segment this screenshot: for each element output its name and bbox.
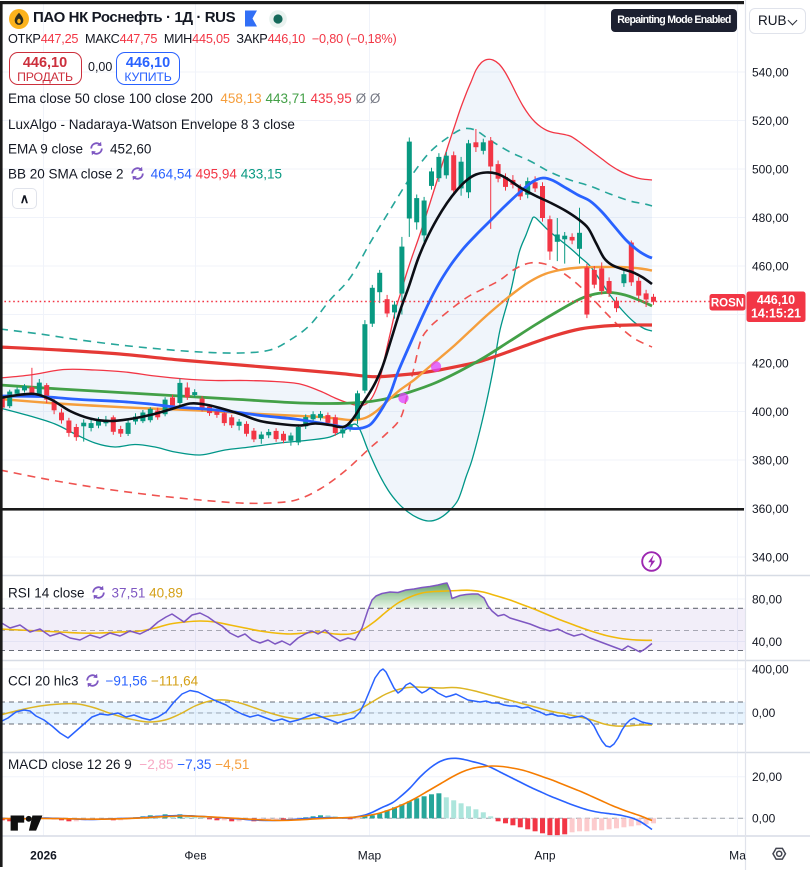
svg-text:40,00: 40,00 [752, 635, 782, 649]
svg-text:Мар: Мар [358, 849, 382, 863]
svg-text:2026: 2026 [30, 849, 57, 863]
svg-text:500,00: 500,00 [752, 162, 789, 176]
svg-text:Апр: Апр [534, 849, 556, 863]
svg-text:80,00: 80,00 [752, 592, 782, 606]
svg-text:0,00: 0,00 [752, 706, 776, 720]
svg-text:0,00: 0,00 [752, 812, 776, 826]
svg-text:400,00: 400,00 [752, 405, 789, 419]
svg-text:360,00: 360,00 [752, 502, 789, 516]
svg-text:Ма: Ма [729, 849, 746, 863]
svg-text:520,00: 520,00 [752, 114, 789, 128]
svg-text:420,00: 420,00 [752, 356, 789, 370]
svg-text:480,00: 480,00 [752, 211, 789, 225]
svg-text:Фев: Фев [184, 849, 206, 863]
svg-text:540,00: 540,00 [752, 65, 789, 79]
svg-text:460,00: 460,00 [752, 259, 789, 273]
svg-text:446,10: 446,10 [757, 293, 795, 307]
svg-text:ROSN: ROSN [711, 297, 744, 309]
svg-text:340,00: 340,00 [752, 550, 789, 564]
svg-text:380,00: 380,00 [752, 453, 789, 467]
svg-text:20,00: 20,00 [752, 770, 782, 784]
svg-text:400,00: 400,00 [752, 662, 789, 676]
svg-text:14:15:21: 14:15:21 [751, 307, 801, 321]
